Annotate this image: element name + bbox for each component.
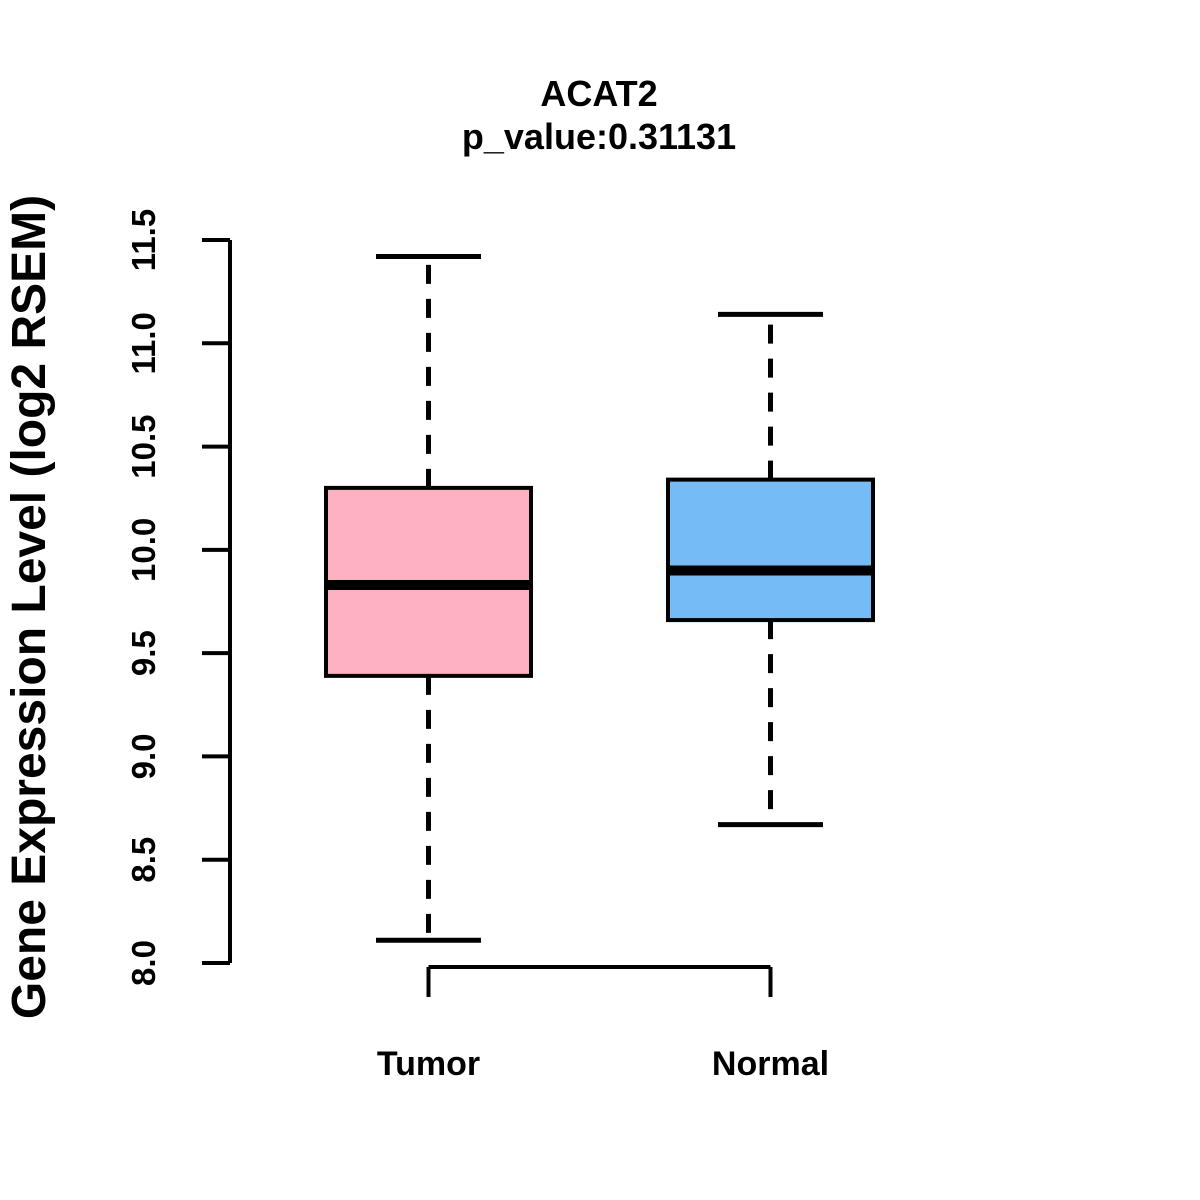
x-category-label-tumor: Tumor (377, 1045, 480, 1083)
y-axis-tick-label: 10.5 (125, 414, 162, 478)
y-axis-tick-label: 8.0 (125, 940, 162, 986)
y-axis-tick-label: 9.0 (125, 733, 162, 779)
plot-layer: 8.0 8.5 9.0 9.5 10.0 10.5 11.0 11.5 (125, 209, 875, 997)
y-axis-tick-label: 8.5 (125, 837, 162, 883)
x-category-label-normal: Normal (712, 1045, 829, 1083)
y-axis-tick-label: 11.5 (125, 209, 162, 271)
chart-subtitle: p_value:0.31131 (462, 116, 736, 157)
y-axis-tick-label: 9.5 (125, 630, 162, 676)
iqr-box-normal (666, 477, 875, 623)
y-axis-tick-label: 10.0 (125, 518, 162, 582)
chart-title: ACAT2 (540, 73, 657, 114)
y-axis-tick-label: 11.0 (125, 312, 162, 374)
y-axis-title: Gene Expression Level (log2 RSEM) (3, 195, 56, 1019)
